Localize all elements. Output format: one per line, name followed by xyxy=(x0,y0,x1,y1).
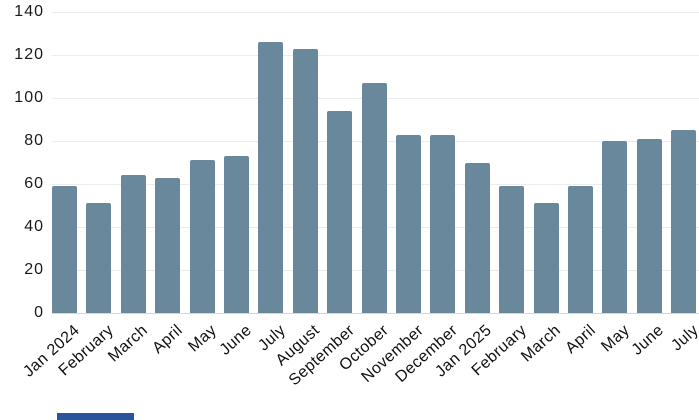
bar-august xyxy=(292,48,318,313)
bar-july xyxy=(258,42,284,313)
bar-march xyxy=(120,175,146,313)
y-axis-tick-label: 120 xyxy=(14,46,44,63)
bar-jan-2025 xyxy=(464,162,490,313)
bar-november xyxy=(396,134,421,313)
bar-april xyxy=(155,177,181,313)
bar-december xyxy=(430,134,456,313)
bar-april xyxy=(568,186,593,313)
bar-jan-2024 xyxy=(52,186,77,313)
bar-may xyxy=(189,160,215,313)
gridline-120 xyxy=(52,55,699,56)
y-axis-tick-label: 100 xyxy=(14,89,44,106)
bar-june xyxy=(636,138,662,313)
cutoff-bottom-element[interactable] xyxy=(57,413,134,420)
bar-february xyxy=(86,203,112,313)
bar-february xyxy=(499,186,525,313)
bar-september xyxy=(327,110,353,313)
y-axis-tick-label: 60 xyxy=(24,175,44,192)
bar-march xyxy=(533,203,559,313)
y-axis-tick-label: 20 xyxy=(24,261,44,278)
y-axis-tick-label: 40 xyxy=(24,218,44,235)
bar-may xyxy=(602,141,628,313)
gridline-140 xyxy=(52,12,699,13)
y-axis-tick-label: 0 xyxy=(34,304,44,321)
y-axis-tick-label: 140 xyxy=(14,3,44,20)
bar-october xyxy=(361,82,387,313)
bar-june xyxy=(224,156,249,313)
gridline-0 xyxy=(52,313,699,314)
bar-july xyxy=(671,130,697,313)
y-axis-tick-label: 80 xyxy=(24,132,44,149)
